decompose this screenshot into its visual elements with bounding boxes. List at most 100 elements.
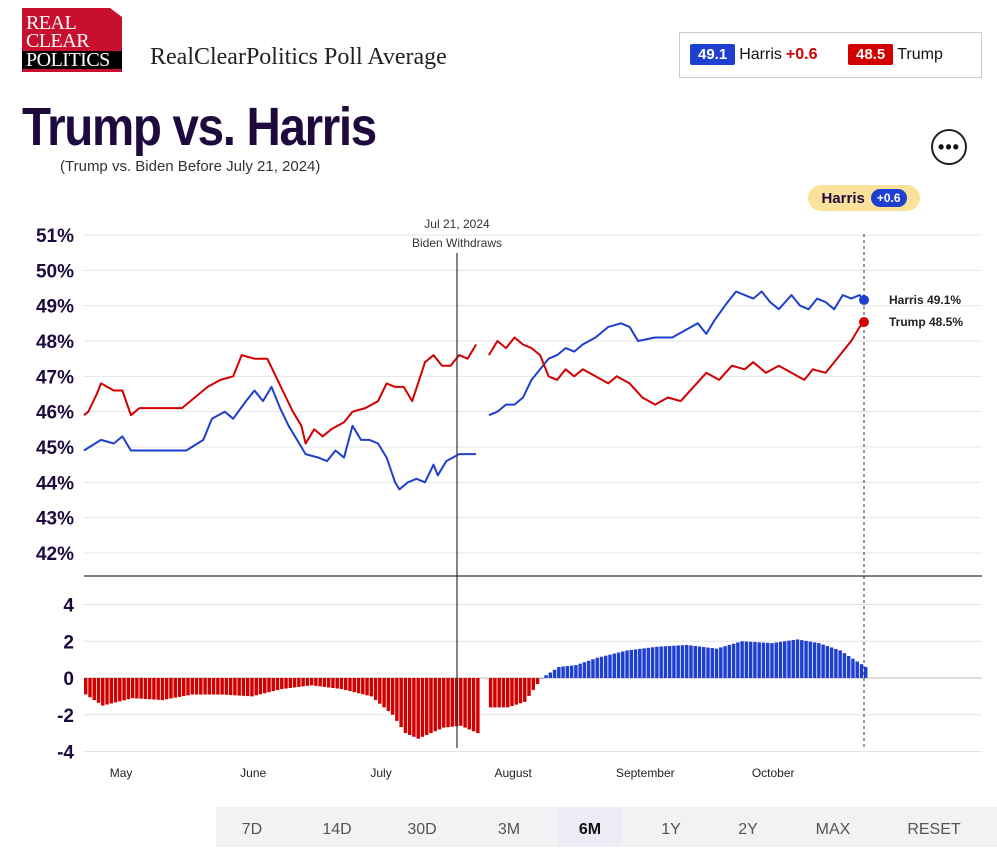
harris-line-segment-1 xyxy=(83,385,477,491)
spread-bar xyxy=(655,646,659,678)
spread-bar xyxy=(505,678,510,708)
spread-bar xyxy=(245,678,250,697)
y-tick-label-43: 43% xyxy=(36,509,74,530)
spread-bar xyxy=(378,678,382,704)
range-button-max[interactable]: MAX xyxy=(815,821,851,838)
spread-bar xyxy=(254,678,258,696)
spread-bar xyxy=(442,678,446,728)
spread-bar xyxy=(544,675,548,678)
spread-bar xyxy=(467,678,472,730)
spread-bar xyxy=(510,678,514,707)
spread-bar xyxy=(629,649,634,678)
spread-bar xyxy=(595,657,599,678)
trump-line-segment-2 xyxy=(488,322,865,406)
spread-bar xyxy=(471,678,476,732)
spread-bar xyxy=(851,658,855,678)
spread-bar xyxy=(386,678,391,712)
spread-bar xyxy=(326,678,331,688)
spread-bar xyxy=(322,678,327,687)
rcp-logo[interactable]: REAL CLEAR POLITICS xyxy=(22,8,122,72)
spread-bar xyxy=(164,678,169,700)
spread-bar xyxy=(527,678,531,696)
range-button-2y[interactable]: 2Y xyxy=(738,821,758,838)
spread-bar xyxy=(642,648,646,678)
spread-bar xyxy=(190,678,195,695)
spread-bar xyxy=(744,641,749,678)
spread-bar xyxy=(309,678,314,686)
spread-bar xyxy=(424,678,429,735)
spread-bar xyxy=(812,642,817,678)
spread-bar xyxy=(352,678,356,693)
spread-y-tick-label-0: 0 xyxy=(63,669,74,690)
spread-bar xyxy=(169,678,173,699)
spread-bar xyxy=(693,645,697,678)
spread-bar xyxy=(680,645,685,678)
spread-bar xyxy=(621,651,625,678)
spread-bar xyxy=(497,678,501,708)
harris-name: Harris xyxy=(739,45,782,63)
spread-bar xyxy=(288,678,293,688)
spread-bar xyxy=(552,669,557,678)
spread-bar xyxy=(697,646,702,678)
spread-bar xyxy=(540,678,544,679)
harris-spread: +0.6 xyxy=(785,45,818,63)
spread-bar xyxy=(736,642,740,678)
spread-bar xyxy=(143,678,148,699)
spread-bar xyxy=(663,646,668,678)
spread-bar xyxy=(604,655,608,678)
spread-bar xyxy=(659,646,663,678)
spread-bar xyxy=(783,641,787,678)
spread-bar xyxy=(493,678,497,708)
spread-bar xyxy=(778,641,783,678)
spread-bar xyxy=(292,678,297,688)
spread-bar xyxy=(829,647,834,678)
spread-bar xyxy=(787,640,791,678)
range-button-1y[interactable]: 1Y xyxy=(661,821,681,838)
spread-bar xyxy=(817,643,821,678)
spread-bar xyxy=(476,678,480,734)
range-selector: 7D 14D 30D 3M 6M 1Y 2Y MAX RESET xyxy=(216,807,997,847)
spread-bar xyxy=(390,678,395,715)
spread-bar xyxy=(105,678,109,705)
spread-y-tick-label-4: 4 xyxy=(63,596,74,617)
range-button-reset[interactable]: RESET xyxy=(907,821,961,838)
range-button-3m[interactable]: 3M xyxy=(497,821,521,838)
spread-bar xyxy=(96,678,101,703)
y-tick-label-47: 47% xyxy=(36,367,74,388)
spread-bar xyxy=(135,678,139,699)
spread-bar xyxy=(450,678,455,727)
spread-bar xyxy=(297,678,301,687)
range-button-6m[interactable]: 6M xyxy=(558,807,622,847)
spread-bar xyxy=(139,678,143,699)
leader-badge: Harris +0.6 xyxy=(808,185,920,211)
spread-bar xyxy=(612,653,616,678)
spread-y-tick-label--4: -4 xyxy=(57,743,74,764)
range-button-7d[interactable]: 7D xyxy=(241,821,263,838)
spread-bar xyxy=(263,678,267,694)
spread-bar xyxy=(821,644,825,678)
spread-bar xyxy=(271,678,276,692)
y-tick-label-44: 44% xyxy=(36,473,74,494)
annotation-label: Biden Withdraws xyxy=(412,236,502,250)
spread-bar xyxy=(523,678,527,702)
spread-bar xyxy=(228,678,233,696)
x-tick-label-june: June xyxy=(240,766,266,780)
harris-end-dot xyxy=(859,295,869,305)
spread-bar xyxy=(859,664,864,678)
spread-bar xyxy=(301,678,305,687)
spread-bar xyxy=(531,678,536,690)
spread-bar xyxy=(804,640,808,678)
spread-bar xyxy=(220,678,224,695)
spread-bar xyxy=(224,678,229,695)
spread-bar xyxy=(808,641,813,678)
spread-bar xyxy=(774,642,778,678)
spread-bar xyxy=(731,643,736,678)
spread-bar xyxy=(667,645,672,678)
spread-bar xyxy=(650,647,655,678)
spread-bar xyxy=(407,678,412,735)
more-options-button[interactable]: ••• xyxy=(931,129,967,165)
range-button-14d[interactable]: 14D xyxy=(322,821,352,838)
spread-bar xyxy=(118,678,122,702)
range-button-30d[interactable]: 30D xyxy=(407,821,437,838)
spread-bar xyxy=(459,678,463,726)
